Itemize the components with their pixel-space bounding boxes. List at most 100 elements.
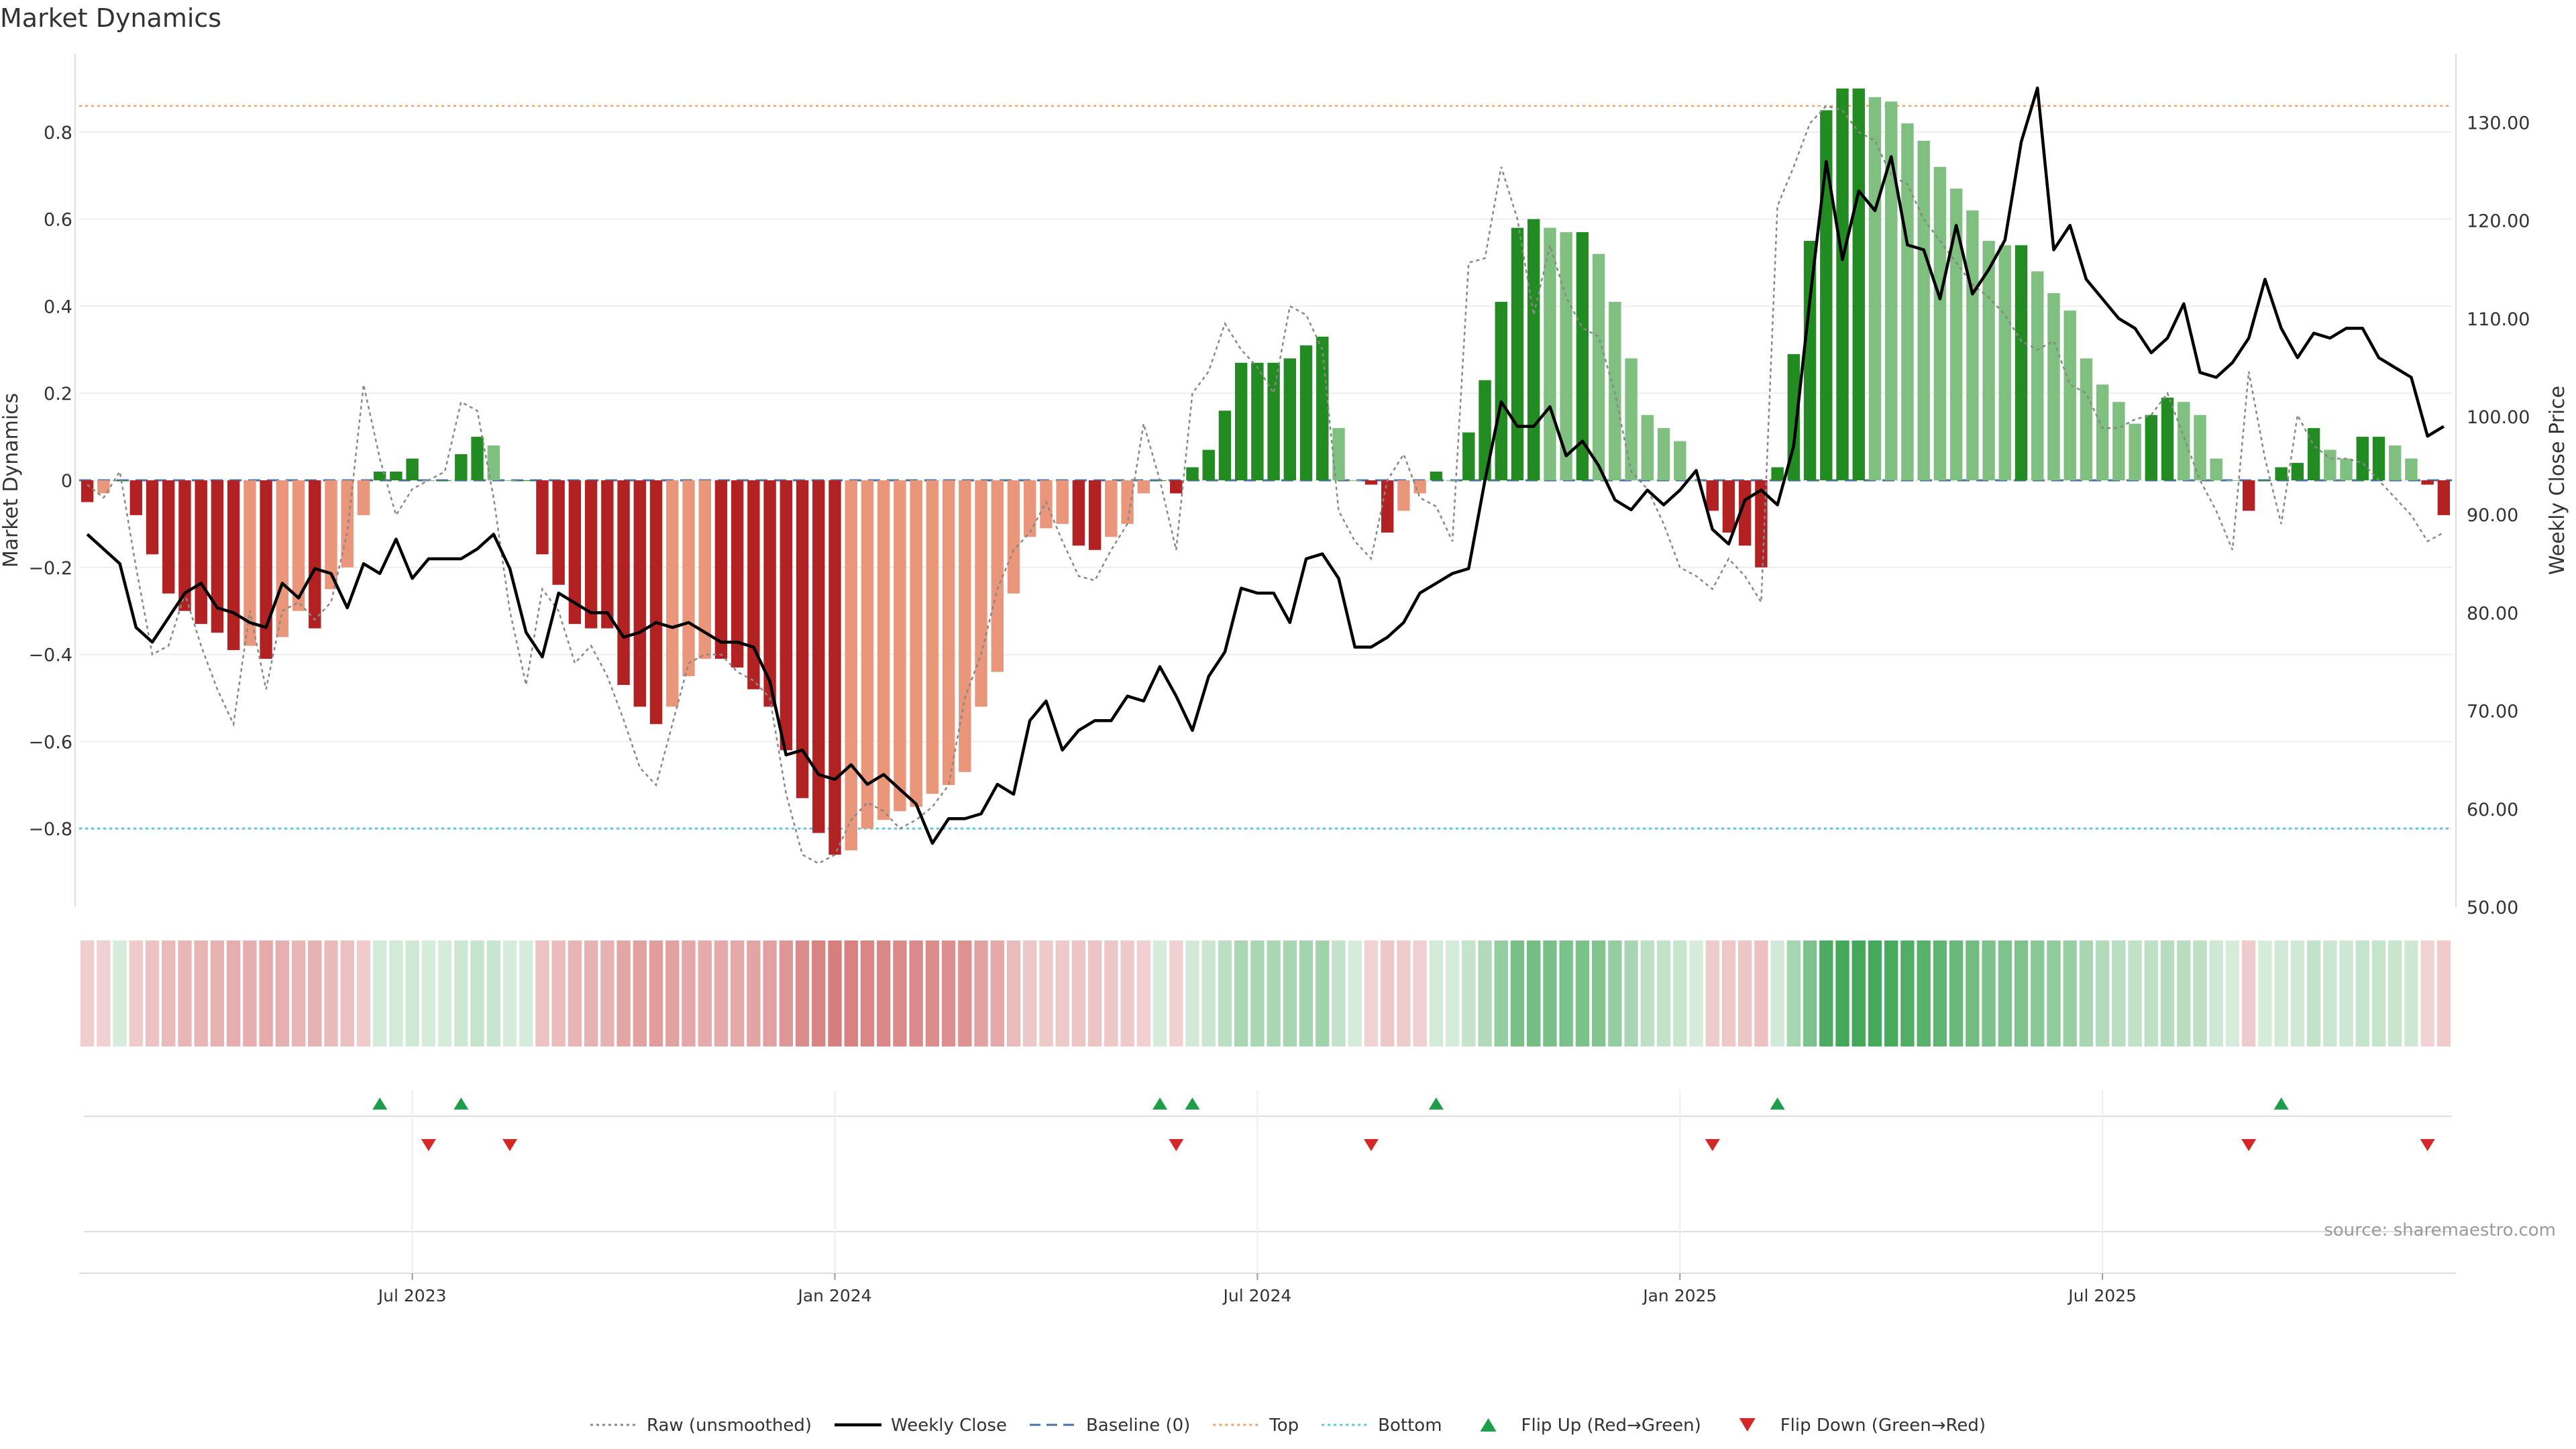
bar: [260, 480, 272, 659]
strip-cell: [1039, 941, 1053, 1046]
bar: [503, 480, 517, 481]
strip-cell: [1185, 941, 1199, 1046]
strip-cell: [356, 941, 371, 1046]
strip-cell: [486, 941, 500, 1046]
reference-lines: [79, 105, 2452, 830]
strip-cell: [1510, 941, 1525, 1046]
flip-up-marker: [1185, 1097, 1200, 1110]
raw-series-line: [87, 105, 2445, 865]
strip-cell: [763, 941, 777, 1046]
strip-cell: [340, 941, 354, 1046]
strip-cell: [1575, 941, 1590, 1046]
flip-up-marker: [2273, 1097, 2289, 1110]
bars-group: [80, 88, 2451, 855]
bar: [276, 480, 289, 637]
bar: [1884, 101, 1898, 480]
right-tick-label: 90.00: [2467, 505, 2518, 526]
bar: [1917, 140, 1930, 481]
left-tick-label: −0.2: [28, 558, 72, 579]
strip-cell: [828, 941, 842, 1046]
bar: [1868, 97, 1882, 481]
legend-item: Baseline (0): [1029, 1415, 1190, 1436]
bar: [2178, 402, 2190, 480]
bar: [1836, 88, 1849, 481]
strip-cell: [2323, 941, 2337, 1046]
bar: [1316, 336, 1329, 480]
strip-cell: [1819, 941, 1833, 1046]
strip-cell: [779, 941, 794, 1046]
strip-cell: [2225, 941, 2240, 1046]
bar: [812, 480, 825, 833]
strip-cell: [844, 941, 858, 1046]
flip-up-marker: [1152, 1097, 1168, 1110]
bar: [926, 480, 939, 794]
strip-cell: [113, 941, 127, 1046]
left-tick-label: 0: [61, 471, 72, 492]
strip-cell: [1299, 941, 1313, 1046]
right-tick-label: 80.00: [2467, 603, 2518, 624]
bar: [2340, 458, 2353, 480]
strip-cell: [2063, 941, 2077, 1046]
bar: [1852, 88, 1865, 481]
strip-cell: [502, 941, 517, 1046]
strip-cell: [568, 941, 582, 1046]
bar: [780, 480, 793, 751]
flip-down-marker: [421, 1139, 436, 1151]
strip-cell: [437, 941, 452, 1046]
bar: [796, 480, 809, 798]
bar: [2389, 445, 2402, 480]
strip-cell: [2420, 941, 2434, 1046]
bar: [975, 480, 987, 707]
bar: [910, 480, 922, 807]
bar: [1560, 232, 1572, 480]
bar: [2096, 384, 2109, 480]
right-tick-label: 100.00: [2467, 407, 2530, 428]
strip-cell: [308, 941, 322, 1046]
strip-cell: [1136, 941, 1150, 1046]
bar: [1462, 432, 1475, 480]
left-tick-label: −0.8: [28, 819, 72, 840]
strip-cell: [682, 941, 696, 1046]
strip-cell: [893, 941, 907, 1046]
flip-down-marker: [1705, 1139, 1720, 1151]
legend-label: Raw (unsmoothed): [647, 1415, 812, 1436]
strip-cell: [1364, 941, 1379, 1046]
bar: [471, 437, 484, 480]
strip-cell: [324, 941, 338, 1046]
strip-cell: [1104, 941, 1118, 1046]
strip-cell: [454, 941, 468, 1046]
strip-cell: [2290, 941, 2305, 1046]
bar: [227, 480, 240, 651]
left-tick-label: 0.4: [44, 297, 72, 317]
strip-cell: [178, 941, 192, 1046]
bar: [1771, 467, 1784, 480]
bar: [2372, 437, 2385, 480]
strip-cell: [990, 941, 1004, 1046]
bar: [211, 480, 224, 633]
strip-cell: [1169, 941, 1183, 1046]
bar: [2210, 458, 2222, 480]
bar: [406, 458, 419, 480]
strip-cell: [2031, 941, 2045, 1046]
bar: [698, 480, 711, 659]
strip-cell: [795, 941, 810, 1046]
bar: [536, 480, 549, 555]
strip-cell: [2436, 941, 2451, 1046]
strip-cell: [2209, 941, 2223, 1046]
strip-cell: [275, 941, 290, 1046]
strip-cell: [1332, 941, 1346, 1046]
bar: [1348, 480, 1361, 481]
strip-cell: [1933, 941, 1947, 1046]
strip-cell: [698, 941, 712, 1046]
bar: [438, 480, 451, 481]
strip-cell: [730, 941, 745, 1046]
strip-cell: [80, 941, 95, 1046]
strip-cell: [2128, 941, 2142, 1046]
bar: [1137, 480, 1150, 494]
bar: [390, 472, 402, 480]
strip-cell: [162, 941, 176, 1046]
bar: [1332, 428, 1345, 480]
flip-up-marker: [372, 1097, 388, 1110]
bar: [877, 480, 890, 820]
